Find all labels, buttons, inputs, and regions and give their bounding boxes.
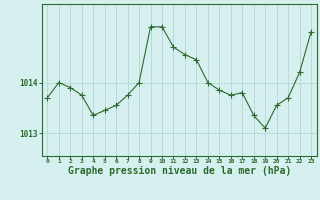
X-axis label: Graphe pression niveau de la mer (hPa): Graphe pression niveau de la mer (hPa)	[68, 166, 291, 176]
